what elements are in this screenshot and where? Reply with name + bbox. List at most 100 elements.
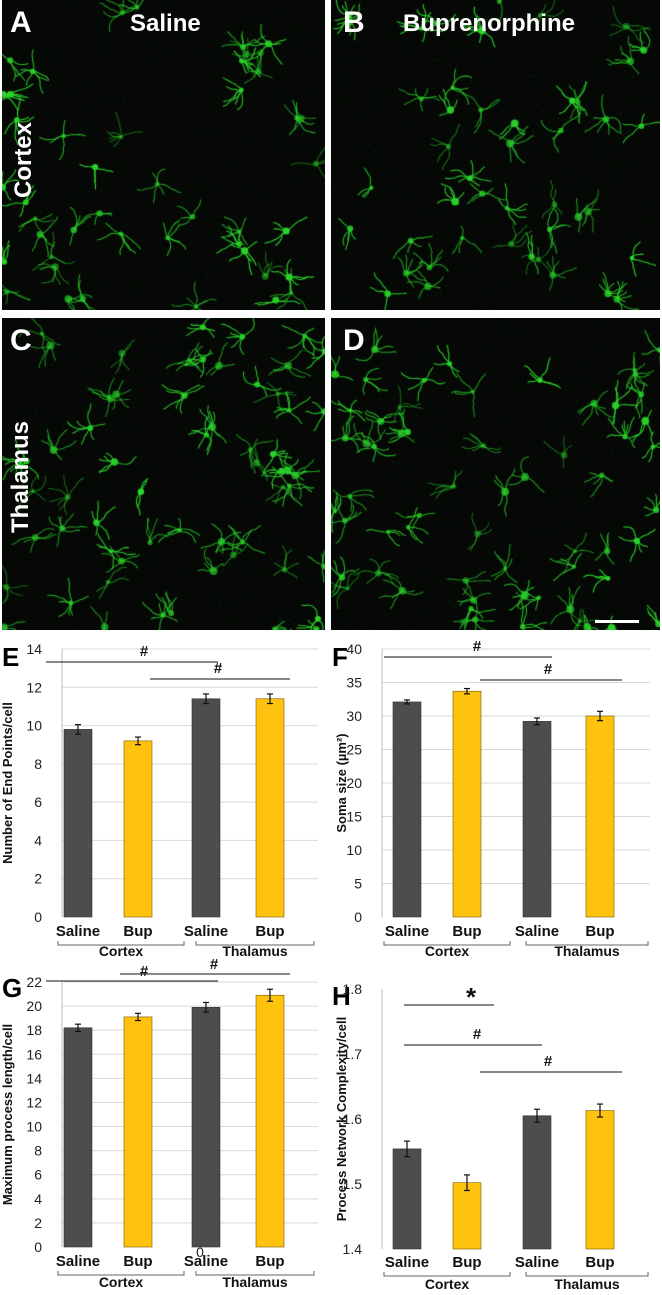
microglia-image-a bbox=[2, 0, 325, 310]
bar-bup-cortex bbox=[452, 1182, 482, 1250]
bar-saline-cortex bbox=[392, 1148, 422, 1250]
x-tick-label: Saline bbox=[515, 1254, 559, 1271]
panel-label-g: G bbox=[2, 973, 22, 1003]
y-tick-label: 0 bbox=[354, 909, 362, 925]
y-tick-label: 15 bbox=[346, 809, 362, 825]
chart-h-network-complexity: H 1.4 1.5 1.6 1.7 1.8 Process Network Complexi… bbox=[332, 981, 649, 1292]
bar-saline-cortex bbox=[63, 729, 93, 918]
panel-label-f: F bbox=[332, 642, 348, 672]
image-panel-d: D bbox=[331, 318, 660, 630]
significance-marker: # bbox=[140, 643, 149, 660]
bar-bup-thalamus bbox=[255, 698, 285, 918]
significance-marker: # bbox=[214, 660, 223, 677]
group-label-cortex: Cortex bbox=[425, 1276, 470, 1292]
group-label-thalamus: Thalamus bbox=[222, 943, 288, 959]
panel-label-a: A bbox=[10, 6, 32, 39]
panel-label-b: B bbox=[343, 6, 365, 39]
bar-bup-cortex bbox=[123, 1016, 153, 1248]
panel-label-e: E bbox=[2, 642, 19, 672]
y-tick-label: 16 bbox=[26, 1046, 42, 1062]
y-tick-label: 4 bbox=[34, 832, 42, 848]
y-axis-label: Number of End Points/cell bbox=[0, 702, 15, 864]
x-tick-label: Bup bbox=[585, 923, 614, 940]
column-title-buprenorphine: Buprenorphine bbox=[403, 10, 575, 37]
y-tick-label: 22 bbox=[26, 974, 42, 990]
y-tick-label: 4 bbox=[34, 1191, 42, 1207]
x-tick-label: Bup bbox=[255, 1253, 284, 1270]
group-bracket bbox=[525, 941, 649, 946]
y-tick-label: 8 bbox=[34, 1143, 42, 1159]
y-tick-label: 12 bbox=[26, 1094, 42, 1110]
y-tick-label: 18 bbox=[26, 1022, 42, 1038]
y-tick-label: 35 bbox=[346, 675, 362, 691]
y-tick-label: 1.5 bbox=[343, 1176, 363, 1192]
y-axis-label: Process Network Complexity/cell bbox=[334, 1017, 349, 1221]
group-bracket bbox=[57, 1271, 185, 1276]
y-tick-label: 8 bbox=[34, 756, 42, 772]
bar-saline-thalamus bbox=[522, 1115, 552, 1250]
y-tick-label: 6 bbox=[34, 794, 42, 810]
stray-zero-label: 0 bbox=[196, 1244, 204, 1260]
bar-bup-thalamus bbox=[585, 1110, 615, 1250]
x-tick-label: Saline bbox=[385, 923, 429, 940]
y-tick-label: 30 bbox=[346, 708, 362, 724]
group-label-cortex: Cortex bbox=[425, 943, 470, 959]
y-axis-label: Soma size (µm²) bbox=[334, 733, 349, 832]
row-label-thalamus: Thalamus bbox=[7, 420, 34, 533]
scale-bar bbox=[595, 620, 639, 623]
y-axis-label: Maximum process length/cell bbox=[0, 1024, 15, 1205]
microglia-image-b bbox=[331, 0, 660, 310]
y-tick-label: 1.4 bbox=[343, 1241, 363, 1257]
bar-bup-cortex bbox=[123, 740, 153, 918]
x-tick-label: Bup bbox=[123, 1253, 152, 1270]
x-tick-label: Bup bbox=[452, 1254, 481, 1271]
y-tick-label: 1.6 bbox=[343, 1111, 363, 1127]
row-label-cortex: Cortex bbox=[10, 121, 37, 199]
x-tick-label: Bup bbox=[585, 1254, 614, 1271]
x-tick-label: Bup bbox=[452, 923, 481, 940]
bar-bup-cortex bbox=[452, 690, 482, 918]
x-tick-label: Saline bbox=[385, 1254, 429, 1271]
y-tick-label: 14 bbox=[26, 1070, 42, 1086]
microglia-image-c bbox=[2, 318, 325, 630]
image-panel-c: C Thalamus bbox=[2, 318, 325, 630]
y-tick-label: 12 bbox=[26, 679, 42, 695]
y-tick-label: 40 bbox=[346, 641, 362, 657]
bar-saline-thalamus bbox=[191, 698, 221, 918]
group-bracket bbox=[383, 1272, 511, 1277]
chart-f-soma-size: F 0 5 10 15 20 25 30 35 40 Soma size (µm²) Saline Bu… bbox=[332, 638, 650, 959]
y-tick-label: 0 bbox=[34, 1239, 42, 1255]
y-tick-label: 20 bbox=[26, 998, 42, 1014]
group-label-thalamus: Thalamus bbox=[222, 1274, 288, 1290]
group-bracket bbox=[57, 941, 185, 946]
significance-marker: # bbox=[473, 638, 482, 655]
group-bracket bbox=[525, 1272, 649, 1277]
significance-marker: # bbox=[210, 956, 219, 973]
image-panel-a: A Saline Cortex bbox=[2, 0, 325, 310]
image-panel-b: B Buprenorphine bbox=[331, 0, 660, 310]
significance-marker: * bbox=[466, 982, 477, 1012]
group-label-thalamus: Thalamus bbox=[554, 943, 620, 959]
y-tick-label: 10 bbox=[26, 718, 42, 734]
bar-saline-cortex bbox=[392, 701, 422, 918]
panel-label-h: H bbox=[332, 981, 351, 1011]
x-tick-label: Saline bbox=[56, 923, 100, 940]
y-tick-label: 10 bbox=[26, 1119, 42, 1135]
y-tick-label: 20 bbox=[346, 775, 362, 791]
y-tick-label: 25 bbox=[346, 742, 362, 758]
group-label-cortex: Cortex bbox=[99, 1274, 144, 1290]
y-tick-label: 10 bbox=[346, 842, 362, 858]
y-tick-label: 6 bbox=[34, 1167, 42, 1183]
significance-marker: # bbox=[140, 963, 149, 980]
significance-marker: # bbox=[544, 1053, 553, 1070]
significance-marker: # bbox=[473, 1026, 482, 1043]
chart-g-process-length: G 0 2 4 6 8 10 12 14 16 18 20 22 Maximum process leng… bbox=[0, 956, 318, 1290]
group-bracket bbox=[383, 941, 511, 946]
y-tick-label: 14 bbox=[26, 641, 42, 657]
group-label-cortex: Cortex bbox=[99, 943, 144, 959]
x-tick-label: Saline bbox=[56, 1253, 100, 1270]
bar-bup-thalamus bbox=[255, 994, 285, 1248]
x-tick-label: Saline bbox=[184, 1253, 228, 1270]
y-tick-label: 0 bbox=[34, 909, 42, 925]
x-tick-label: Saline bbox=[184, 923, 228, 940]
